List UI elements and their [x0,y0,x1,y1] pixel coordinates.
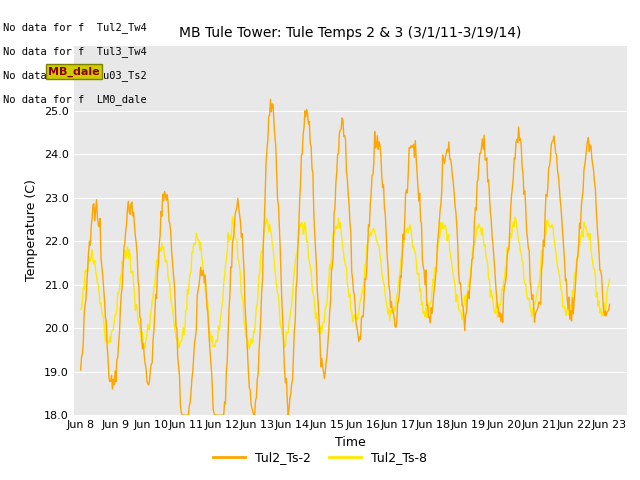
Tul2_Ts-2 [390,314,398,320]
Tul2_Ts-2 [267,96,275,102]
Tul2_Ts-8 [246,346,253,352]
Title: MB Tule Tower: Tule Temps 2 & 3 (3/1/11-3/19/14): MB Tule Tower: Tule Temps 2 & 3 (3/1/11-… [179,26,522,40]
Tul2_Ts-2 [77,367,84,373]
Text: No data for f  Tul2_Tw4: No data for f Tul2_Tw4 [3,22,147,33]
Tul2_Ts-2 [214,412,221,418]
Tul2_Ts-8 [477,226,484,232]
Tul2_Ts-2 [605,301,613,307]
Text: No data for f  Tul3_Tw4: No data for f Tul3_Tw4 [3,46,147,57]
Text: MB_dale: MB_dale [48,66,100,77]
Line: Tul2_Ts-2: Tul2_Ts-2 [81,99,609,415]
Tul2_Ts-8 [170,322,178,327]
Tul2_Ts-8 [228,214,236,219]
Tul2_Ts-2 [477,151,484,156]
Tul2_Ts-8 [605,276,613,282]
Line: Tul2_Ts-8: Tul2_Ts-8 [81,216,609,349]
Tul2_Ts-8 [212,337,220,343]
Y-axis label: Temperature (C): Temperature (C) [26,180,38,281]
Tul2_Ts-8 [318,330,326,336]
Tul2_Ts-8 [432,265,440,271]
Text: No data for f  LM0_dale: No data for f LM0_dale [3,94,147,105]
Text: No data for f  Tu03_Ts2: No data for f Tu03_Ts2 [3,70,147,81]
Tul2_Ts-8 [390,304,398,310]
Tul2_Ts-2 [432,273,440,279]
Tul2_Ts-2 [179,412,186,418]
Tul2_Ts-8 [77,306,84,312]
Tul2_Ts-2 [318,356,326,361]
Legend: Tul2_Ts-2, Tul2_Ts-8: Tul2_Ts-2, Tul2_Ts-8 [209,446,431,469]
X-axis label: Time: Time [335,436,366,449]
Tul2_Ts-2 [170,280,178,286]
